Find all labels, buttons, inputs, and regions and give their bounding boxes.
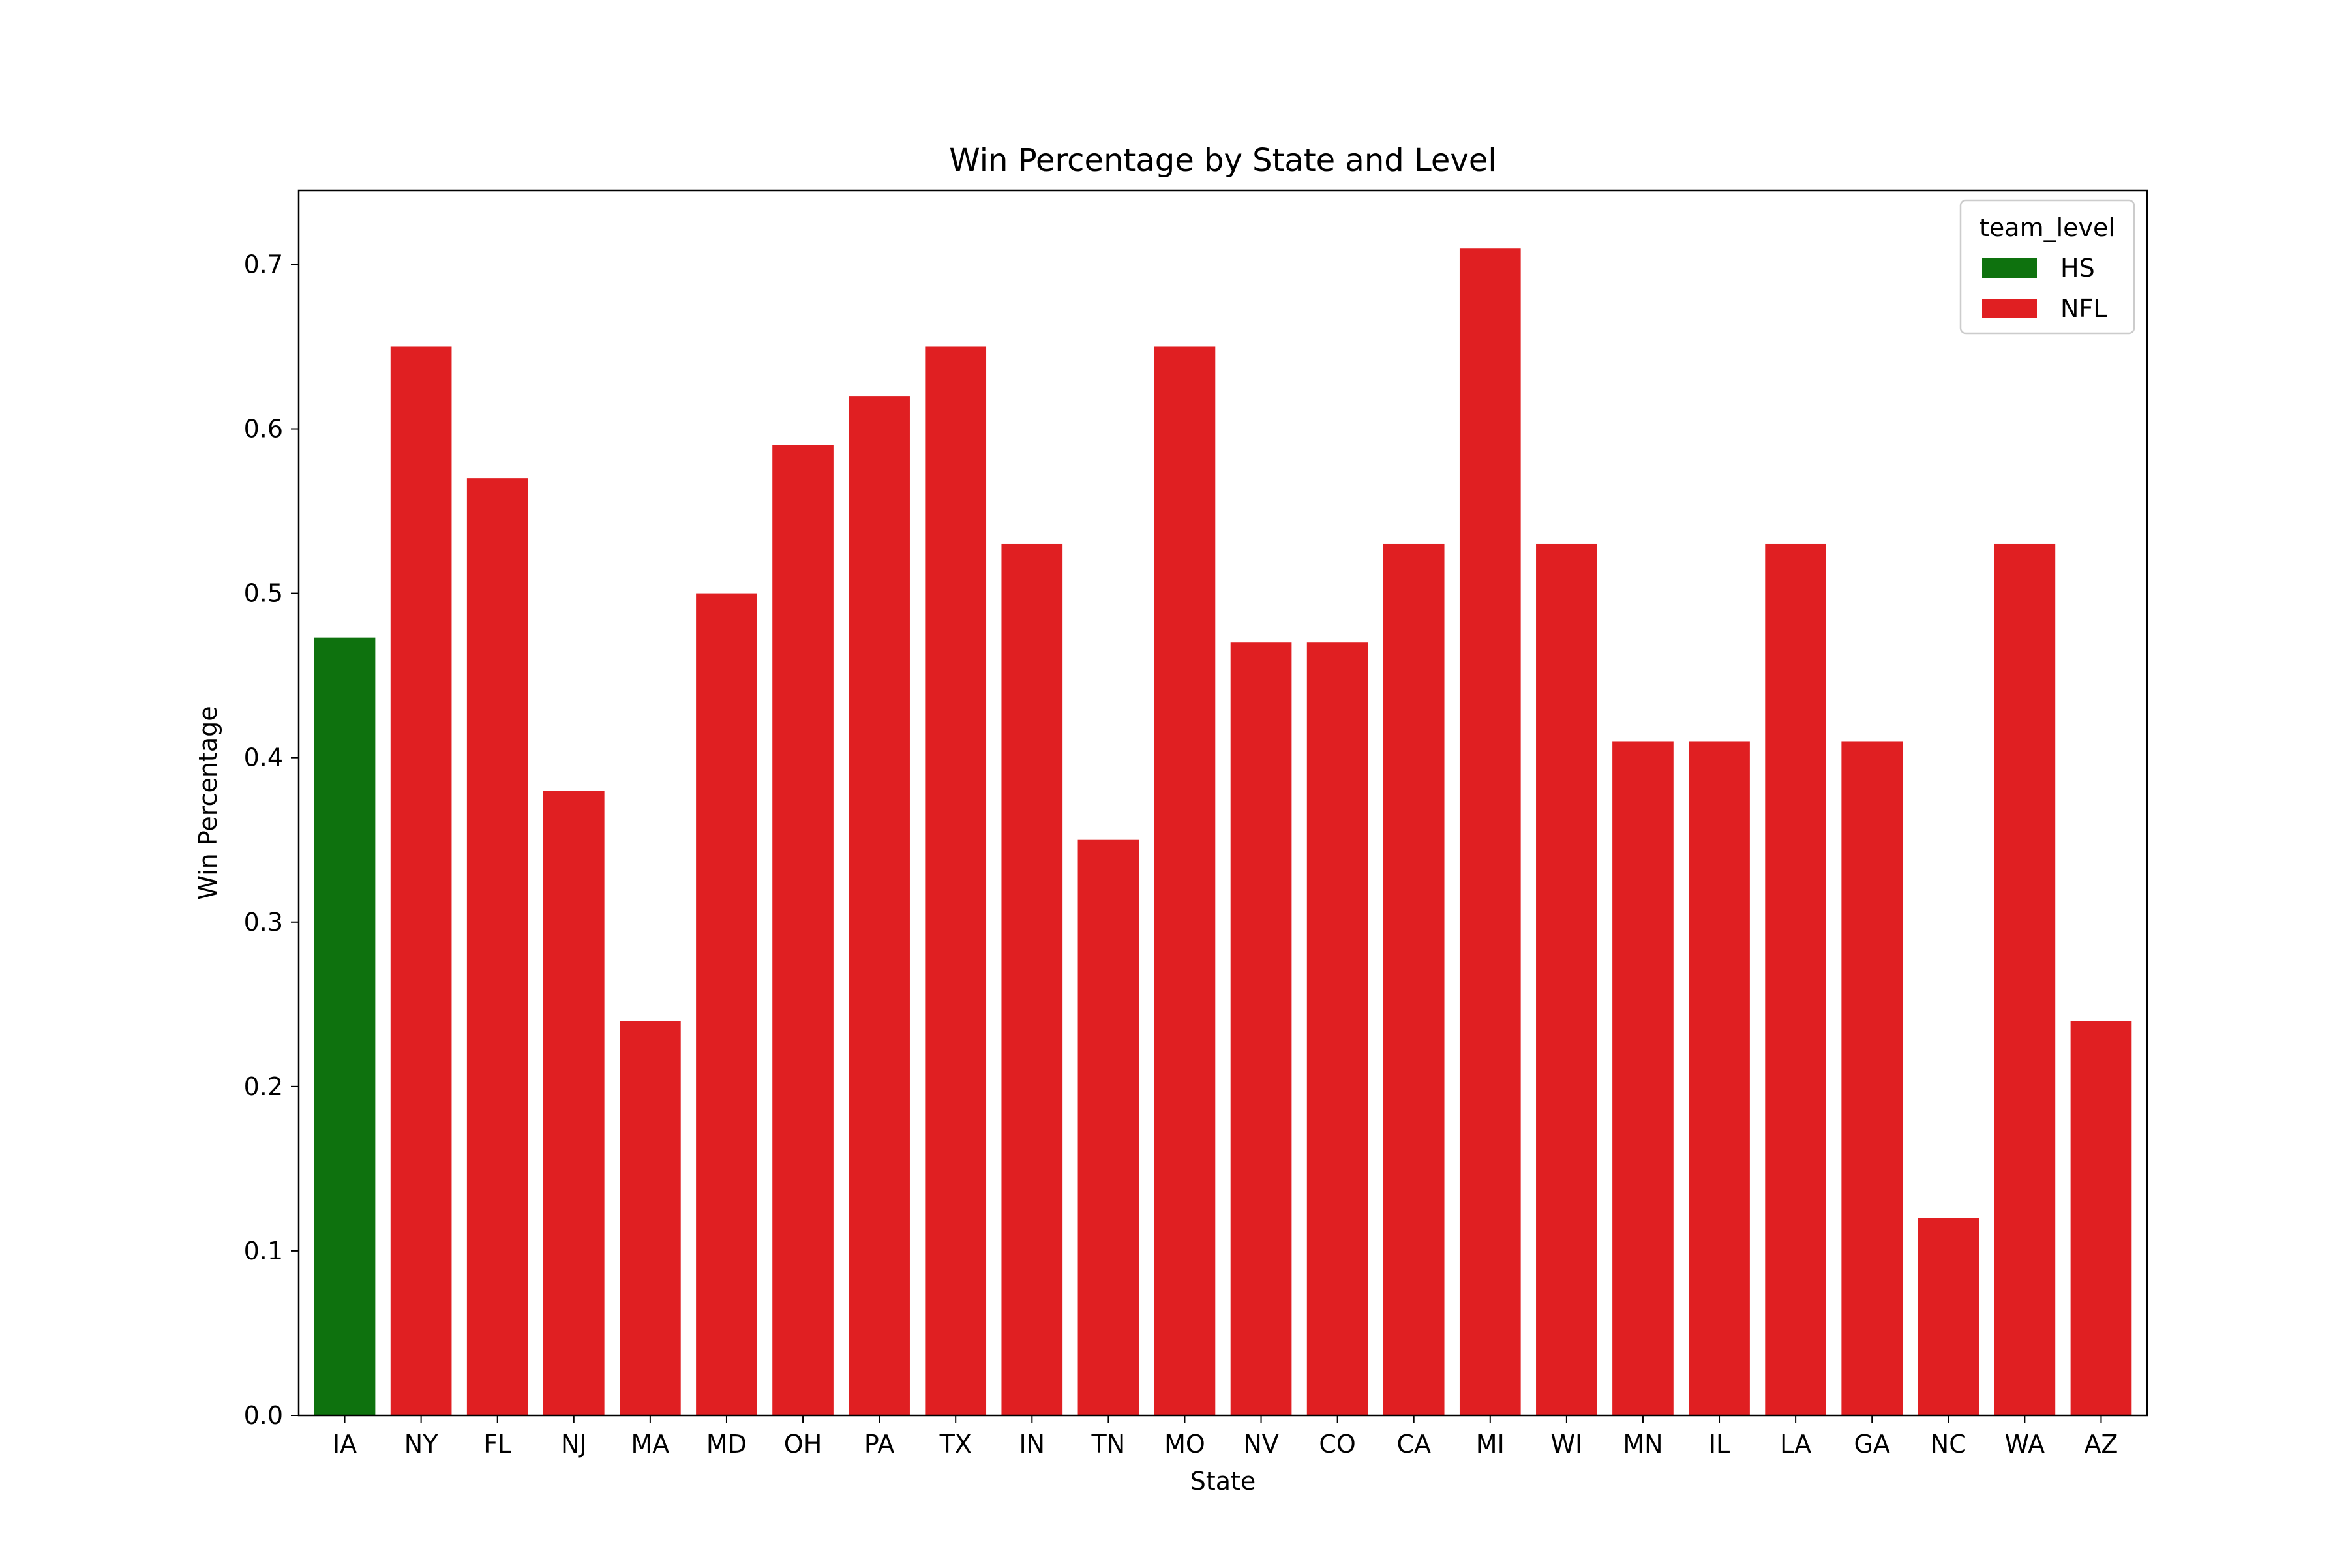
- x-tick-label: WA: [2005, 1430, 2045, 1458]
- bar-pa: [849, 396, 910, 1416]
- y-tick-label: 0.3: [244, 908, 283, 937]
- legend: team_level HS NFL: [1959, 199, 2135, 335]
- bar-tn: [1077, 839, 1139, 1415]
- bar-ia: [314, 637, 376, 1415]
- x-tick-label: IN: [1019, 1430, 1045, 1458]
- y-tick-label: 0.4: [244, 744, 283, 772]
- x-axis-label: State: [1190, 1467, 1256, 1496]
- x-tick-label: NC: [1931, 1430, 1966, 1458]
- bar-co: [1306, 642, 1368, 1416]
- x-tick-label: NY: [404, 1430, 438, 1458]
- x-tick-label: NV: [1243, 1430, 1278, 1458]
- x-tick-label: LA: [1780, 1430, 1811, 1458]
- x-tick-label: PA: [864, 1430, 894, 1458]
- plot-frame: [297, 189, 2148, 1417]
- bar-in: [1001, 543, 1063, 1415]
- legend-label-hs: HS: [2060, 254, 2095, 282]
- x-tick-label: TN: [1091, 1430, 1126, 1458]
- x-tick-label: GA: [1854, 1430, 1889, 1458]
- x-axis: IA NY FL NJ MA MD OH PA TX IN TN MO NV CO CA MI WI MN IL LA…: [333, 1415, 2118, 1458]
- bar-oh: [772, 445, 834, 1415]
- y-tick-label: 0.6: [244, 415, 283, 444]
- x-tick-label: MA: [631, 1430, 669, 1458]
- x-tick-label: WI: [1550, 1430, 1582, 1458]
- bar-nv: [1230, 642, 1292, 1416]
- y-tick-label: 0.1: [244, 1237, 283, 1265]
- bar-la: [1765, 543, 1826, 1415]
- x-tick-label: TX: [939, 1430, 972, 1458]
- x-tick-label: IA: [333, 1430, 357, 1458]
- y-tick-label: 0.5: [244, 579, 283, 608]
- x-tick-label: CO: [1319, 1430, 1355, 1458]
- bar-wa: [1994, 543, 2056, 1415]
- bar-mi: [1459, 248, 1521, 1416]
- bar-ca: [1383, 543, 1445, 1415]
- bar-nc: [1918, 1218, 1979, 1415]
- legend-label-nfl: NFL: [2060, 294, 2107, 323]
- bar-nj: [543, 791, 605, 1415]
- y-axis-label: Win Percentage: [194, 706, 222, 899]
- bar-az: [2070, 1021, 2132, 1415]
- bar-fl: [466, 478, 528, 1416]
- legend-swatch-hs: [1982, 258, 2037, 278]
- bar-mo: [1154, 346, 1216, 1415]
- chart-title: Win Percentage by State and Level: [949, 142, 1496, 179]
- bar-mn: [1612, 741, 1674, 1415]
- legend-swatch-nfl: [1982, 299, 2037, 318]
- x-tick-label: NJ: [561, 1430, 587, 1458]
- bar-ny: [390, 346, 452, 1415]
- bar-ma: [620, 1021, 681, 1415]
- y-tick-label: 0.2: [244, 1072, 283, 1101]
- x-tick-label: CA: [1396, 1430, 1431, 1458]
- x-tick-label: OH: [784, 1430, 822, 1458]
- bar-md: [696, 593, 757, 1415]
- x-tick-label: FL: [483, 1430, 511, 1458]
- x-tick-label: MO: [1164, 1430, 1205, 1458]
- legend-title: team_level: [1979, 213, 2115, 242]
- bar-wi: [1536, 543, 1597, 1415]
- x-tick-label: MI: [1476, 1430, 1505, 1458]
- x-tick-label: IL: [1709, 1430, 1730, 1458]
- y-axis: 0.0 0.1 0.2 0.3 0.4 0.5 0.6 0.7: [244, 250, 299, 1430]
- bar-ga: [1841, 741, 1903, 1415]
- y-tick-label: 0.0: [244, 1401, 283, 1430]
- x-tick-label: MN: [1623, 1430, 1663, 1458]
- x-tick-label: AZ: [2084, 1430, 2118, 1458]
- bar-il: [1689, 741, 1750, 1415]
- bar-tx: [925, 346, 987, 1415]
- bars-group: [314, 248, 2132, 1416]
- y-tick-label: 0.7: [244, 250, 283, 279]
- x-tick-label: MD: [706, 1430, 747, 1458]
